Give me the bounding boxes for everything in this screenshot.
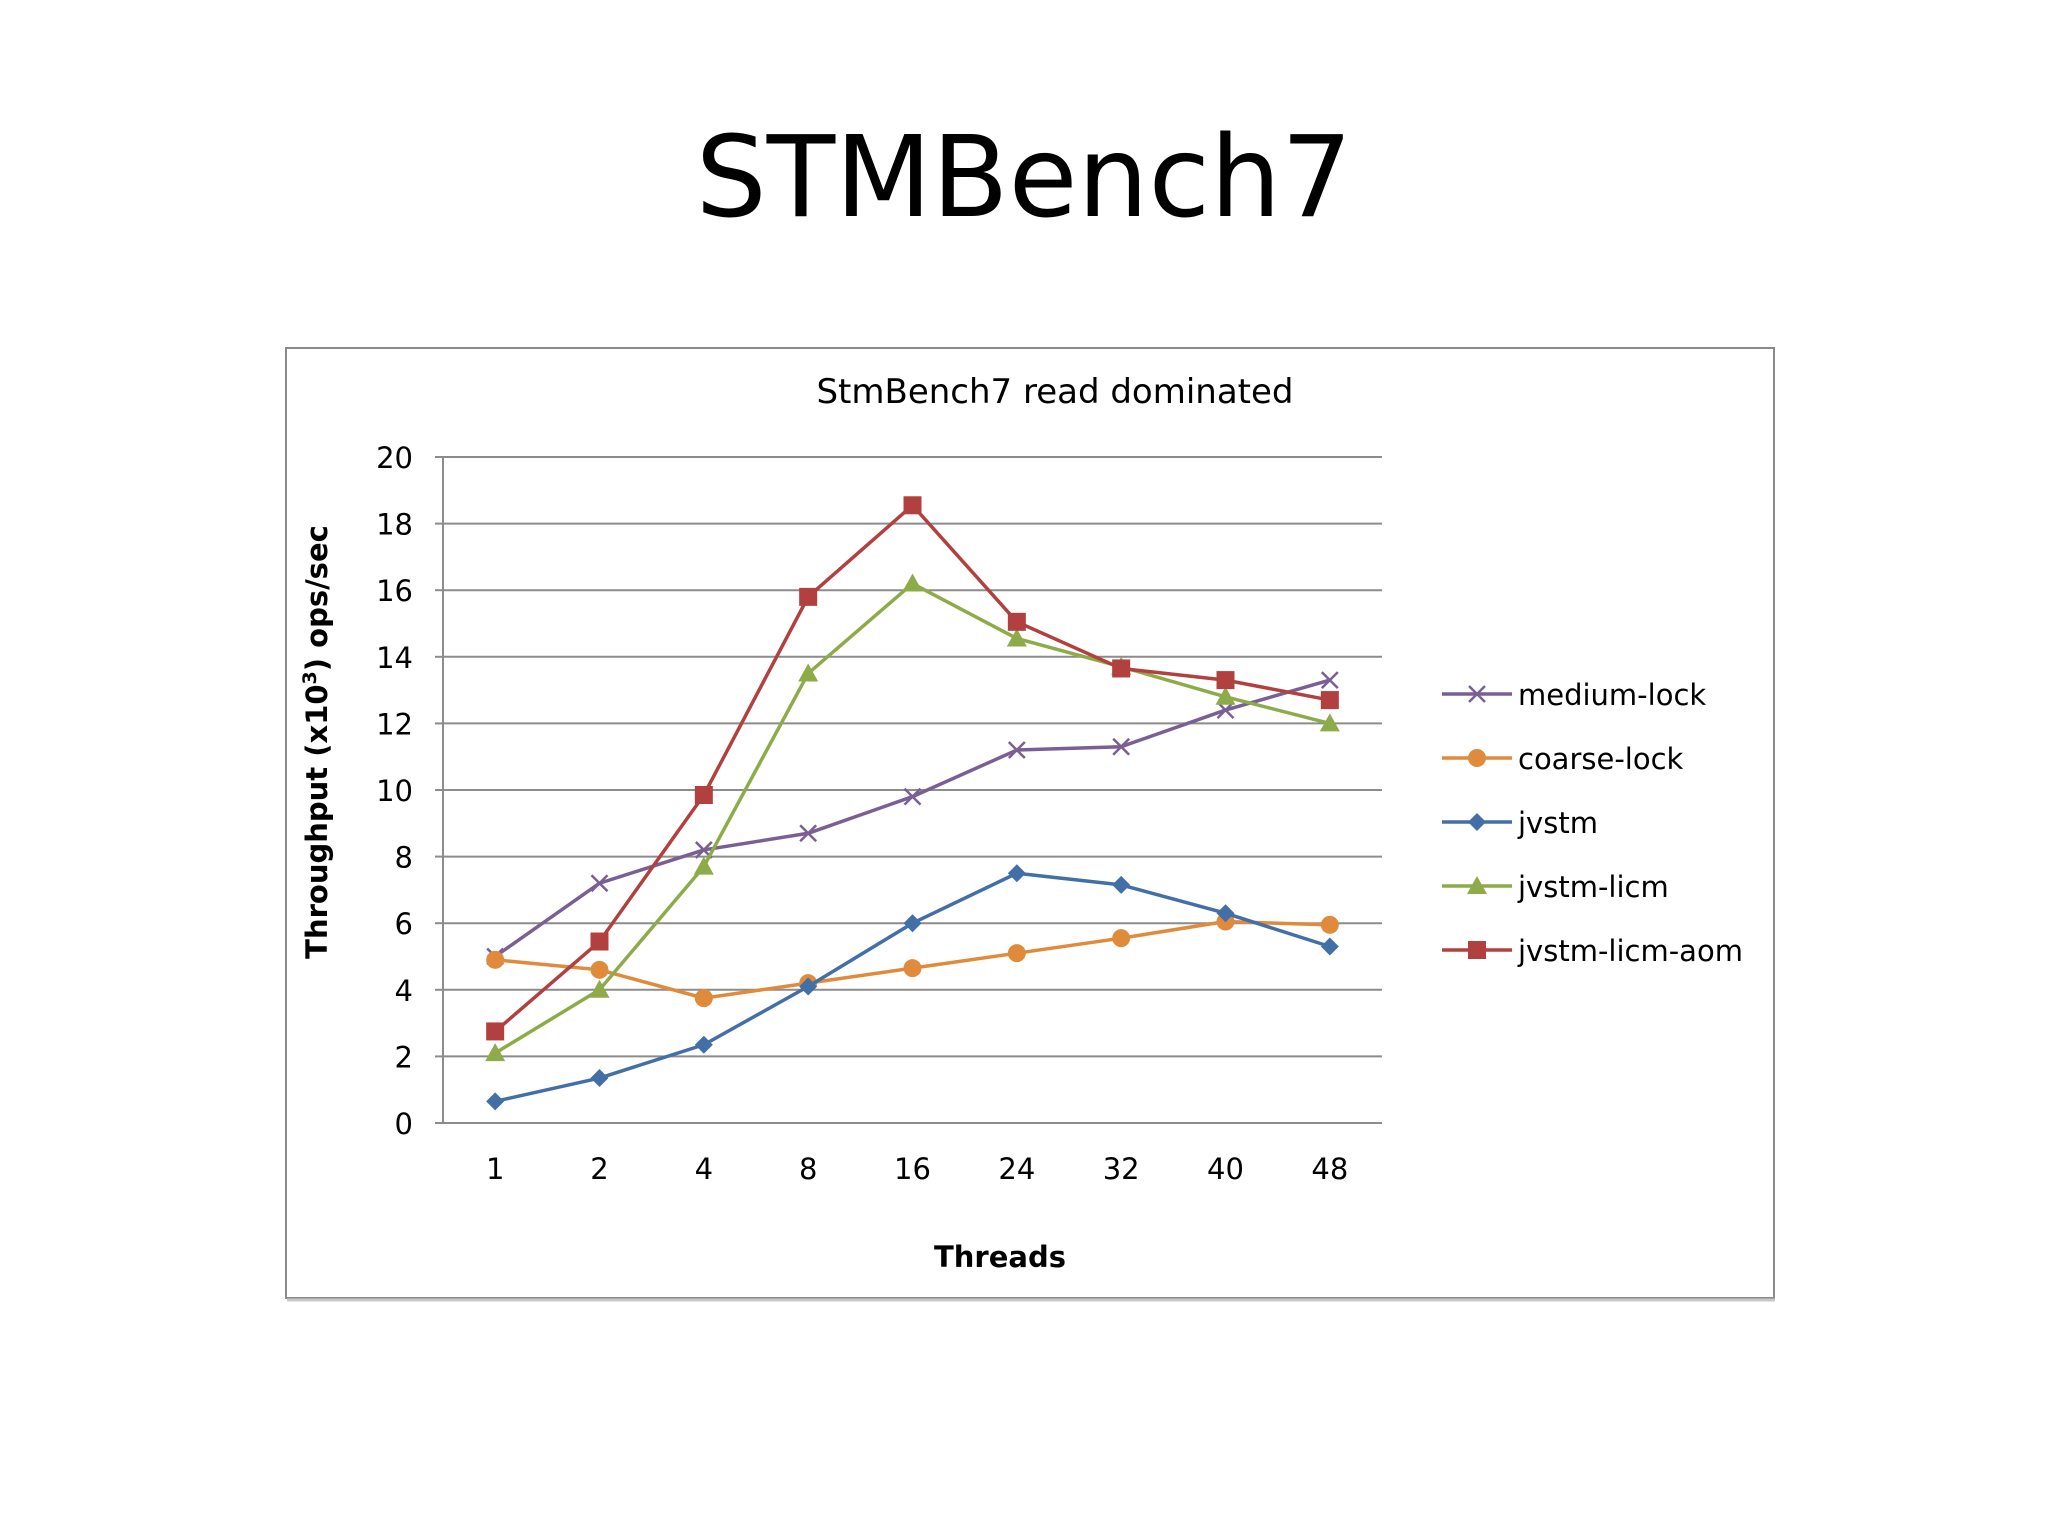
y-tick-label-20: 20	[376, 441, 413, 475]
x-tick-label-1: 1	[486, 1152, 504, 1186]
legend-item-medium-lock: medium-lock	[1442, 678, 1706, 712]
data-point-jvstm-licm-aom-40	[1216, 671, 1235, 690]
data-point-coarse-lock-24	[1007, 944, 1026, 963]
data-point-coarse-lock-4	[694, 989, 713, 1008]
data-point-jvstm-licm-8	[798, 663, 819, 682]
data-point-medium-lock-16	[903, 787, 922, 806]
data-point-jvstm-licm-24	[1006, 628, 1027, 647]
legend-item-jvstm-licm: jvstm-licm	[1442, 870, 1669, 904]
y-axis-label-suffix: ) ops/sec	[300, 525, 334, 671]
x-tick-label-4: 4	[695, 1152, 713, 1186]
series-medium-lock	[486, 671, 1339, 966]
data-point-jvstm-24	[1007, 864, 1026, 883]
series-jvstm	[486, 864, 1339, 1111]
data-point-jvstm-8	[799, 977, 818, 996]
data-point-coarse-lock-2	[590, 960, 609, 979]
x-tick-labels: 1 2 4 8 16 24 32 40 48	[486, 1152, 1348, 1186]
legend-marker-coarse-lock	[1468, 749, 1486, 767]
series-lines	[485, 496, 1340, 1111]
y-tick-label-12: 12	[376, 707, 413, 741]
legend-label-coarse-lock: coarse-lock	[1518, 742, 1684, 776]
data-point-jvstm-licm-aom-32	[1112, 659, 1131, 678]
y-tick-label-2: 2	[395, 1040, 413, 1074]
data-point-jvstm-licm-4	[693, 856, 714, 875]
y-tick-label-10: 10	[376, 774, 413, 808]
chart-title: StmBench7 read dominated	[816, 372, 1293, 412]
data-point-coarse-lock-32	[1112, 929, 1131, 948]
data-point-jvstm-2	[590, 1069, 609, 1088]
legend-item-jvstm-licm-aom: jvstm-licm-aom	[1442, 934, 1743, 968]
data-point-medium-lock-48	[1320, 671, 1339, 689]
data-point-jvstm-licm-aom-16	[903, 496, 922, 515]
chart-frame	[285, 347, 1775, 1299]
data-point-jvstm-licm-48	[1319, 713, 1340, 732]
legend: medium-lock coarse-lock jvstm jvstm-licm jvs…	[1442, 678, 1743, 968]
data-point-jvstm-licm-1	[485, 1043, 506, 1062]
x-axis-label: Threads	[934, 1240, 1066, 1274]
data-point-coarse-lock-48	[1320, 915, 1339, 934]
series-jvstm-licm	[485, 573, 1340, 1062]
data-point-jvstm-4	[694, 1035, 713, 1054]
y-axis-label: Throughput (x103) ops/sec	[299, 525, 334, 959]
y-tick-label-0: 0	[395, 1107, 413, 1141]
data-point-jvstm-40	[1216, 904, 1235, 923]
data-point-jvstm-licm-2	[589, 979, 610, 998]
x-tick-label-8: 8	[799, 1152, 817, 1186]
legend-label-jvstm-licm-aom: jvstm-licm-aom	[1517, 934, 1743, 968]
legend-label-jvstm-licm: jvstm-licm	[1517, 870, 1669, 904]
x-tick-label-48: 48	[1311, 1152, 1348, 1186]
data-point-coarse-lock-1	[486, 950, 505, 969]
data-point-jvstm-licm-aom-1	[486, 1022, 505, 1041]
y-tick-label-6: 6	[395, 907, 413, 941]
data-point-jvstm-48	[1320, 937, 1339, 956]
data-point-medium-lock-2	[590, 874, 609, 893]
data-point-jvstm-licm-16	[902, 573, 923, 592]
axes	[442, 457, 1382, 1124]
legend-item-coarse-lock: coarse-lock	[1442, 742, 1684, 776]
data-point-medium-lock-8	[799, 824, 818, 843]
y-tick-label-16: 16	[376, 574, 413, 608]
data-point-jvstm-licm-40	[1215, 686, 1236, 705]
data-point-jvstm-licm-aom-48	[1320, 691, 1339, 710]
y-axis-label-main: Throughput (x10	[300, 684, 334, 958]
data-point-jvstm-32	[1112, 875, 1131, 894]
y-tick-label-18: 18	[376, 508, 413, 542]
slide-title: STMBench7	[695, 113, 1353, 243]
legend-label-jvstm: jvstm	[1517, 806, 1598, 840]
legend-label-medium-lock: medium-lock	[1518, 678, 1706, 712]
x-tick-label-24: 24	[998, 1152, 1035, 1186]
x-tick-label-16: 16	[894, 1152, 931, 1186]
legend-marker-jvstm-licm-aom	[1468, 941, 1486, 959]
legend-marker-medium-lock	[1468, 685, 1486, 703]
data-point-jvstm-licm-aom-2	[590, 932, 609, 951]
legend-marker-jvstm-licm	[1467, 876, 1487, 894]
data-point-jvstm-1	[486, 1092, 505, 1111]
x-tick-label-40: 40	[1207, 1152, 1244, 1186]
legend-item-jvstm: jvstm	[1442, 806, 1598, 840]
data-point-jvstm-licm-aom-4	[694, 785, 713, 804]
y-axis-label-superscript: 3	[299, 671, 321, 684]
y-tick-label-8: 8	[395, 841, 413, 875]
y-tick-label-4: 4	[395, 974, 413, 1008]
x-tick-label-2: 2	[590, 1152, 608, 1186]
data-point-jvstm-licm-aom-8	[799, 587, 818, 606]
x-tick-label-32: 32	[1103, 1152, 1140, 1186]
legend-marker-jvstm	[1468, 813, 1486, 831]
y-tick-label-14: 14	[376, 641, 413, 675]
data-point-jvstm-16	[903, 914, 922, 933]
data-point-medium-lock-32	[1112, 737, 1131, 756]
data-point-coarse-lock-16	[903, 959, 922, 978]
y-tick-labels: 0 2 4 6 8 10 12 14 16 18 20	[376, 441, 413, 1141]
series-jvstm-licm-aom	[486, 496, 1339, 1041]
data-point-jvstm-licm-aom-24	[1007, 612, 1026, 631]
data-point-medium-lock-24	[1007, 741, 1026, 759]
